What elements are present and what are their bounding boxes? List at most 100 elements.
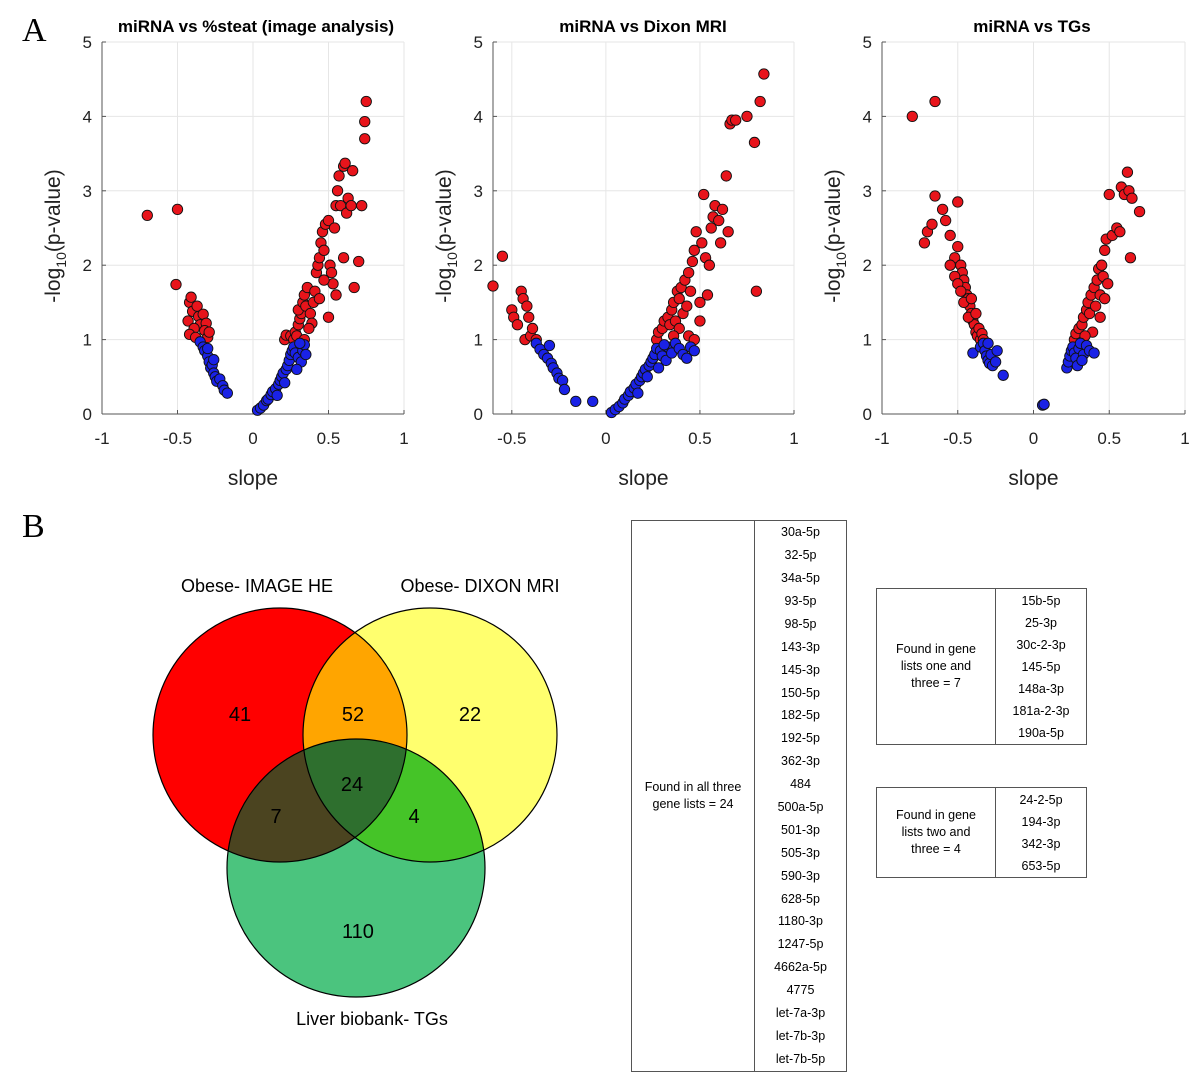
y-axis-label-sub: 10: [53, 252, 69, 268]
data-point: [182, 315, 194, 327]
data-point: [683, 266, 695, 279]
data-point: [203, 326, 215, 338]
table-all-item: 500a-5p: [777, 800, 824, 814]
data-point: [652, 362, 665, 374]
x-tick-label: 0.5: [317, 429, 341, 448]
data-point: [690, 226, 702, 238]
data-point: [511, 319, 524, 331]
data-point: [353, 255, 365, 268]
y-tick-label: 3: [83, 182, 92, 201]
data-point: [1121, 166, 1134, 178]
y-tick-label: 2: [863, 256, 872, 275]
venn-count-image-biobank: 7: [270, 806, 281, 828]
y-axis-label-sub: 10: [444, 252, 460, 268]
table-23-label: Found in gene lists two and three = 4: [876, 787, 996, 878]
y-tick-label: 3: [474, 182, 483, 201]
data-point: [698, 188, 710, 201]
data-point: [279, 377, 291, 389]
table-all-label-line2: gene lists = 24: [652, 797, 734, 811]
table-all-item: let-7a-3p: [775, 1006, 826, 1021]
y-axis-label: -log10(p-value): [433, 169, 460, 302]
data-point: [944, 259, 956, 271]
data-point: [543, 339, 556, 352]
data-point: [313, 293, 326, 305]
data-point: [997, 369, 1009, 381]
data-point: [714, 237, 727, 249]
x-axis-label: slope: [228, 467, 278, 490]
table-found-in-all-three: Found in all three gene lists = 24 30a-5…: [631, 520, 847, 1072]
data-point: [936, 203, 949, 216]
data-point: [303, 322, 315, 335]
table-all-item: 145-3p: [781, 662, 820, 677]
data-point: [758, 68, 770, 80]
table-all-item: 4775: [786, 983, 815, 998]
y-tick-label: 5: [863, 33, 872, 52]
y-tick-label: 1: [83, 331, 92, 350]
chart-title: miRNA vs %steat (image analysis): [118, 17, 394, 36]
data-point: [929, 95, 941, 108]
data-point: [347, 165, 359, 177]
data-point: [658, 339, 670, 351]
y-tick-label: 0: [474, 405, 483, 424]
y-axis-label-main: -log: [42, 268, 65, 303]
y-tick-label: 1: [863, 331, 872, 350]
data-point: [1076, 354, 1088, 367]
data-point: [318, 244, 330, 256]
y-axis-label: -log10(p-value): [42, 169, 69, 302]
data-point: [694, 315, 706, 327]
y-tick-label: 2: [83, 256, 92, 275]
data-point: [989, 356, 1002, 368]
table-all-item: let-7b-5p: [775, 1051, 826, 1066]
table-all-item: 30a-5p: [781, 525, 820, 540]
table-all-item: 628-5p: [781, 891, 820, 906]
data-point: [965, 293, 978, 305]
x-tick-label: -0.5: [497, 429, 526, 448]
venn-label-image-he: Obese- IMAGE HE: [181, 576, 333, 596]
data-point: [487, 280, 499, 292]
data-point: [722, 226, 734, 238]
table-23-label-line2: lists two and: [901, 825, 971, 839]
x-tick-label: 0.5: [1097, 429, 1121, 448]
y-axis-label-tail: (p-value): [822, 169, 845, 252]
y-axis-label-tail: (p-value): [42, 169, 65, 252]
data-point: [587, 395, 599, 408]
data-point: [356, 200, 368, 212]
venn-count-dixon-biobank: 4: [408, 806, 419, 828]
data-point: [660, 354, 672, 367]
venn-count-only-image: 41: [229, 704, 251, 726]
table-13-item: 148a-3p: [1018, 681, 1064, 696]
data-point: [713, 214, 725, 227]
data-point: [322, 311, 335, 323]
table-found-in-lists-two-three: Found in gene lists two and three = 4 24…: [876, 787, 1087, 878]
data-point: [348, 281, 360, 294]
data-point: [939, 214, 952, 227]
table-all-label-line1: Found in all three: [644, 780, 742, 794]
data-point: [688, 244, 700, 256]
data-point: [330, 289, 342, 301]
data-point: [929, 190, 941, 202]
data-point: [322, 214, 335, 227]
data-point: [1133, 205, 1146, 218]
venn-label-biobank: Liver biobank- TGs: [296, 1009, 448, 1029]
venn-label-dixon: Obese- DIXON MRI: [400, 576, 559, 596]
data-point: [337, 252, 350, 264]
y-axis-label-tail: (p-value): [433, 169, 456, 252]
table-all-item: 143-3p: [781, 639, 820, 654]
data-point: [673, 293, 685, 305]
data-point: [926, 218, 938, 230]
data-point: [359, 133, 371, 145]
table-all-item: 362-3p: [781, 754, 820, 769]
venn-region-image-biobank: [227, 739, 407, 862]
data-point: [328, 222, 341, 234]
data-point: [1126, 192, 1138, 204]
y-tick-label: 1: [474, 331, 483, 350]
data-point: [291, 363, 303, 376]
table-23-item: 194-3p: [1021, 814, 1061, 829]
venn-region-dixon-biobank: [303, 739, 485, 862]
table-13-item: 145-5p: [1021, 659, 1061, 674]
data-point: [521, 300, 533, 312]
x-axis-label: slope: [1008, 467, 1058, 490]
data-point: [221, 387, 233, 399]
data-point: [1124, 252, 1137, 264]
